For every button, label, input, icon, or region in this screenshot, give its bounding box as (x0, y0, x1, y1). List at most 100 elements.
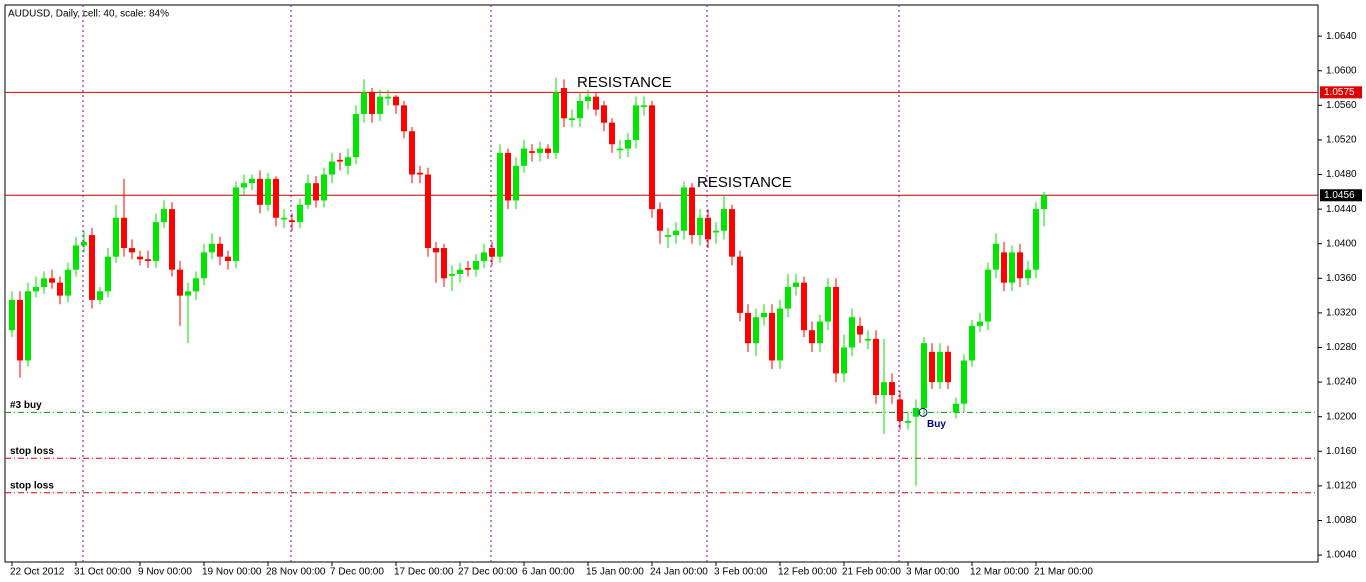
candle-body (169, 209, 175, 270)
candle-body (945, 351, 951, 383)
candle-body (801, 282, 807, 331)
candle-body (977, 321, 983, 326)
x-tick-label: 17 Dec 00:00 (394, 567, 454, 578)
plot-area (4, 4, 1319, 563)
candle-body (1017, 252, 1023, 279)
candle-body (313, 183, 319, 201)
candle-body (425, 174, 431, 249)
candle-body (337, 159, 343, 162)
candle-body (961, 360, 967, 404)
candle-body (553, 92, 559, 153)
y-tick-label: 1.0600 (1326, 65, 1357, 76)
candle-body (745, 312, 751, 344)
candle-body (401, 105, 407, 132)
candle-body (737, 256, 743, 313)
candle-body (641, 105, 647, 108)
x-tick-label: 3 Mar 00:00 (906, 567, 960, 578)
candle-body (897, 399, 903, 422)
candle-body (761, 312, 767, 318)
price-box-label: 1.0575 (1324, 87, 1355, 98)
candle-body (585, 96, 591, 102)
candle-body (409, 131, 415, 175)
candle-body (81, 241, 87, 246)
y-tick-label: 1.0640 (1326, 31, 1357, 42)
x-tick-label: 3 Feb 00:00 (714, 567, 768, 578)
y-tick-label: 1.0040 (1326, 550, 1357, 561)
candle-body (521, 148, 527, 166)
candle-body (297, 204, 303, 223)
candle-body (457, 269, 463, 274)
candle-body (953, 403, 959, 413)
y-tick-label: 1.0560 (1326, 100, 1357, 111)
candle-body (649, 105, 655, 210)
x-tick-label: 9 Nov 00:00 (138, 567, 192, 578)
x-tick-label: 28 Nov 00:00 (266, 567, 326, 578)
candle-body (233, 187, 239, 262)
order-label: stop loss (10, 446, 54, 457)
candle-body (609, 122, 615, 145)
x-tick-label: 21 Mar 00:00 (1034, 567, 1093, 578)
candle-body (121, 217, 127, 249)
candle-body (993, 243, 999, 270)
candle-body (601, 105, 607, 123)
x-tick-label: 31 Oct 00:00 (74, 567, 132, 578)
candle-body (841, 347, 847, 374)
candle-body (201, 252, 207, 279)
candle-body (1041, 195, 1047, 210)
candle-body (561, 88, 567, 119)
candle-body (889, 382, 895, 396)
candle-body (177, 269, 183, 296)
candle-body (929, 351, 935, 383)
y-tick-label: 1.0320 (1326, 308, 1357, 319)
chart-title: AUDUSD, Daily, cell: 40, scale: 84% (8, 9, 169, 20)
candle-body (417, 172, 423, 175)
candle-body (137, 256, 143, 260)
candle-body (985, 269, 991, 322)
candle-body (281, 217, 287, 220)
candle-body (321, 174, 327, 201)
candle-body (113, 217, 119, 257)
x-tick-label: 15 Jan 00:00 (586, 567, 644, 578)
candle-body (769, 312, 775, 361)
y-tick-label: 1.0160 (1326, 446, 1357, 457)
candle-body (705, 217, 711, 240)
candle-body (657, 209, 663, 231)
candle-body (393, 96, 399, 106)
candle-body (529, 151, 535, 153)
candle-body (673, 230, 679, 236)
candle-body (73, 245, 79, 270)
candle-body (625, 139, 631, 149)
y-tick-label: 1.0480 (1326, 169, 1357, 180)
candle-body (793, 282, 799, 287)
candle-body (225, 256, 231, 262)
candle-body (921, 343, 927, 409)
candle-body (305, 183, 311, 205)
candle-body (505, 152, 511, 201)
candle-body (265, 178, 271, 205)
candle-body (849, 317, 855, 348)
y-tick-label: 1.0240 (1326, 377, 1357, 388)
candle-body (433, 248, 439, 253)
candle-body (697, 217, 703, 236)
y-tick-label: 1.0080 (1326, 515, 1357, 526)
x-tick-label: 27 Dec 00:00 (458, 567, 518, 578)
annotation: RESISTANCE (697, 174, 792, 191)
candle-body (681, 187, 687, 231)
candle-body (449, 273, 455, 276)
candle-body (969, 325, 975, 361)
candle-body (57, 282, 63, 296)
candle-body (441, 248, 447, 279)
candle-body (721, 209, 727, 231)
y-tick-label: 1.0280 (1326, 342, 1357, 353)
candle-body (881, 382, 887, 396)
x-tick-label: 21 Feb 00:00 (842, 567, 901, 578)
candle-body (617, 148, 623, 151)
candle-body (49, 278, 55, 283)
candle-body (329, 161, 335, 175)
candle-body (633, 105, 639, 140)
candle-body (569, 118, 575, 121)
candle-body (1009, 252, 1015, 283)
candle-body (1025, 269, 1031, 279)
candle-body (217, 243, 223, 257)
